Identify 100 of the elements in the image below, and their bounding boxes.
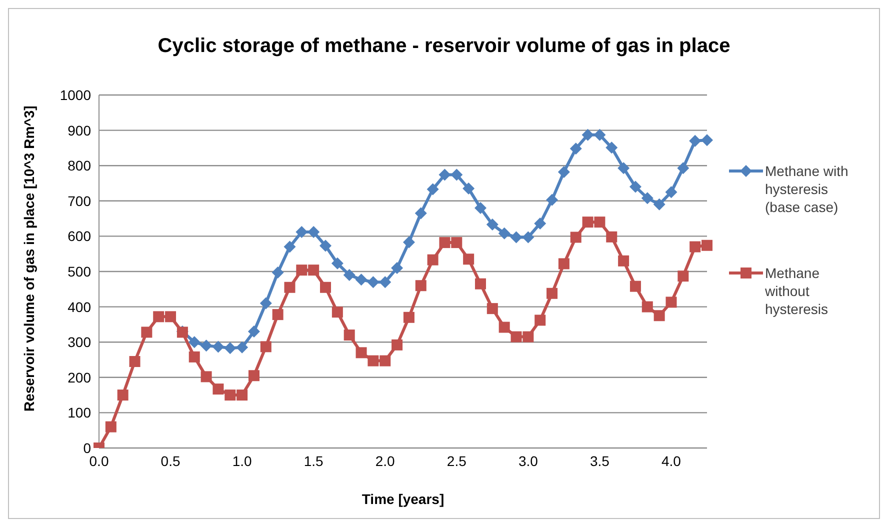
point	[546, 288, 558, 299]
point	[570, 232, 582, 243]
point	[439, 237, 450, 248]
point	[463, 254, 474, 265]
point	[402, 236, 415, 248]
point	[320, 282, 332, 293]
y-tick-label: 700	[68, 192, 92, 209]
point	[272, 309, 284, 320]
legend-label: Methane without hysteresis	[765, 264, 830, 318]
point	[129, 356, 140, 368]
point	[677, 162, 690, 174]
point	[438, 168, 451, 181]
y-tick-label: 800	[68, 158, 92, 174]
x-tick-label: 2.5	[446, 452, 467, 469]
point	[212, 384, 224, 395]
point	[594, 128, 606, 141]
point	[690, 241, 701, 252]
point	[642, 301, 653, 312]
point	[165, 311, 176, 322]
point	[629, 180, 642, 193]
point	[582, 216, 594, 228]
point	[474, 278, 486, 290]
point	[296, 226, 308, 238]
y-tick-label: 400	[68, 298, 92, 315]
point	[379, 276, 392, 288]
point	[367, 276, 380, 288]
point	[368, 355, 379, 366]
point	[355, 274, 368, 286]
point	[308, 226, 320, 238]
y-tick-label: 600	[68, 228, 92, 244]
point	[426, 183, 439, 196]
y-tick-label: 100	[68, 404, 92, 421]
x-axis-title: Time [years]	[362, 491, 444, 507]
point	[522, 331, 534, 342]
point	[200, 340, 212, 352]
point	[606, 142, 618, 154]
y-axis-title: Reservoir volume of gas in place [10^3 Rm^3]	[20, 106, 37, 412]
point	[474, 202, 486, 214]
y-tick-label: 200	[68, 369, 92, 386]
x-tick-label: 1.0	[232, 452, 252, 469]
point	[498, 322, 510, 333]
point	[308, 264, 320, 276]
point	[200, 371, 212, 382]
point	[141, 326, 152, 338]
point	[451, 237, 462, 248]
chart-title: Cyclic storage of methane - reservoir volume of gas in place	[156, 35, 732, 58]
point	[630, 280, 641, 292]
point	[212, 340, 224, 353]
point	[380, 355, 391, 366]
point	[332, 306, 343, 318]
point	[618, 162, 630, 174]
point	[414, 207, 427, 220]
point	[654, 310, 665, 322]
y-tick-label: 500	[68, 263, 92, 280]
point	[392, 339, 403, 350]
x-tick-label: 0.0	[89, 452, 109, 469]
x-tick-label: 4.0	[662, 452, 682, 469]
point	[522, 231, 534, 244]
point	[450, 168, 463, 181]
point	[570, 142, 582, 155]
point	[260, 341, 272, 352]
point	[641, 192, 654, 204]
point	[236, 390, 248, 401]
point	[284, 240, 296, 253]
point	[498, 227, 510, 240]
point	[427, 254, 438, 266]
x-tick-label: 3.5	[590, 452, 610, 469]
point	[606, 231, 618, 242]
point	[558, 258, 570, 270]
point	[462, 182, 475, 195]
legend-label: Methane with hysteresis (base case)	[765, 162, 849, 216]
point	[403, 312, 414, 323]
point	[701, 134, 713, 146]
point	[284, 282, 296, 293]
y-tick-label: 900	[68, 122, 92, 138]
point	[618, 255, 630, 266]
point	[534, 314, 546, 326]
point	[296, 264, 308, 276]
point	[224, 342, 236, 354]
point	[343, 269, 356, 282]
point	[510, 331, 522, 342]
y-tick-label: 300	[68, 334, 92, 350]
point	[248, 370, 260, 382]
point	[534, 217, 546, 230]
point	[188, 336, 200, 348]
point	[582, 128, 594, 141]
y-tick-label: 0	[83, 440, 92, 456]
point	[105, 421, 116, 432]
point	[665, 186, 678, 198]
point	[594, 216, 606, 228]
point	[391, 262, 404, 274]
point	[546, 194, 558, 206]
point	[486, 303, 498, 314]
x-tick-label: 2.0	[375, 452, 396, 469]
point	[689, 134, 702, 147]
point	[510, 231, 522, 244]
point	[356, 347, 367, 358]
point	[666, 296, 677, 308]
point	[331, 257, 344, 270]
y-tick-label: 1000	[60, 86, 92, 103]
